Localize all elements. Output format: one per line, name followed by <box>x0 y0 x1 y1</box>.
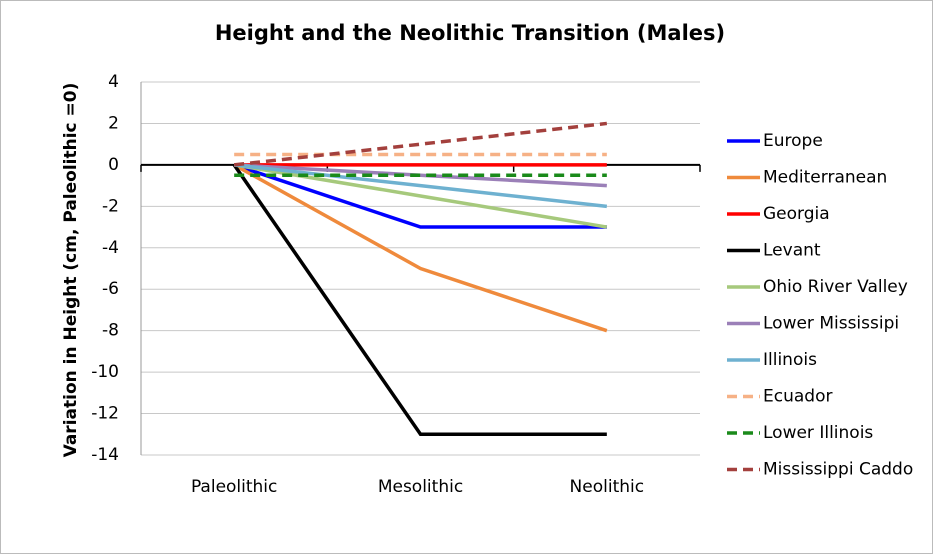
legend-label: Ecuador <box>763 387 832 407</box>
series-line <box>233 163 607 229</box>
y-tick-label: -6 <box>102 279 119 299</box>
x-tick-label: Neolithic <box>570 477 645 497</box>
x-tick-label: Paleolithic <box>191 477 277 497</box>
legend-label: Europe <box>763 131 823 151</box>
series-line <box>233 163 608 209</box>
legend-label: Mediterranean <box>763 168 887 188</box>
series-line <box>234 163 607 188</box>
y-tick-label: -8 <box>102 321 119 341</box>
legend-label: Georgia <box>763 204 830 224</box>
y-tick-label: -10 <box>91 362 119 382</box>
y-tick-label: 2 <box>108 113 119 133</box>
legend-label: Mississippi Caddo <box>763 460 913 480</box>
x-tick-label: Mesolithic <box>378 477 463 497</box>
legend-label: Lower Mississipi <box>763 314 899 334</box>
y-tick-label: 0 <box>108 155 119 175</box>
legend-label: Lower Illinois <box>763 423 873 443</box>
y-tick-label: -12 <box>91 404 119 424</box>
series-line <box>233 163 608 333</box>
series-line <box>233 121 608 167</box>
y-tick-label: 4 <box>108 72 119 92</box>
series-line <box>232 163 607 437</box>
series-line <box>233 163 608 229</box>
y-tick-label: -4 <box>102 238 119 258</box>
y-axis-title: Variation in Height (cm, Paleolithic =0) <box>61 83 81 458</box>
legend-label: Illinois <box>763 350 817 370</box>
y-tick-label: -14 <box>91 445 119 465</box>
legend-label: Ohio River Valley <box>763 277 908 297</box>
legend-label: Levant <box>763 241 821 261</box>
chart-title: Height and the Neolithic Transition (Mal… <box>215 21 725 45</box>
y-tick-label: -2 <box>102 196 119 216</box>
